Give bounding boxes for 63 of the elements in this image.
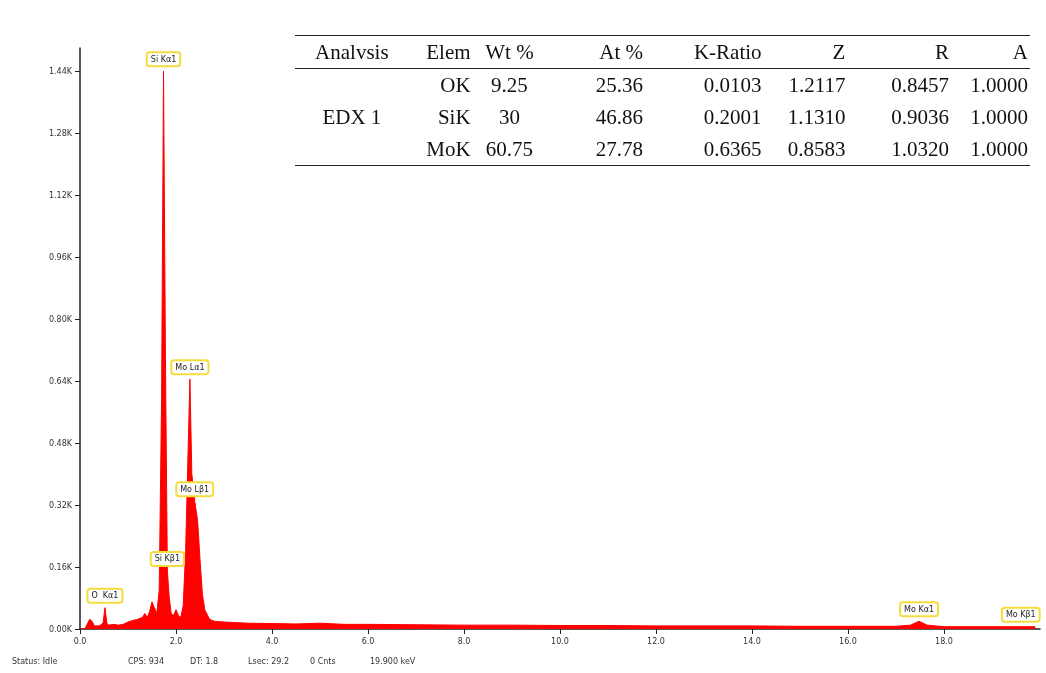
annotation: 9.25 — [490, 72, 529, 99]
text: Lsec: 29.2 — [248, 656, 289, 666]
text: 0 Cnts — [310, 656, 336, 666]
annotation: Z — [831, 39, 847, 66]
text: DT: 1.8 — [190, 656, 219, 666]
annotation: 1.0000 — [969, 104, 1029, 131]
annotation: 30 — [498, 104, 521, 131]
annotation: 27.78 — [594, 136, 644, 163]
annotation: Wt % — [484, 39, 535, 66]
annotation: 1.0000 — [969, 72, 1029, 99]
y-tick-label: 1.12K — [48, 190, 73, 200]
x-tick-label: 10.0 — [551, 636, 569, 646]
annotation: 60.75 — [484, 136, 535, 163]
annotation: Mo Lβ1 — [180, 484, 210, 494]
text: CPS: 934 — [128, 656, 164, 666]
annotation: Elem — [425, 39, 472, 66]
annotation: 0.9036 — [890, 104, 951, 131]
x-tick-label: 16.0 — [839, 636, 857, 646]
annotation: 1.2117 — [787, 72, 847, 99]
annotation: 1.0320 — [890, 136, 951, 163]
annotation: OK — [439, 72, 472, 99]
text: Status: Idle — [12, 656, 58, 666]
annotation: 0.8457 — [890, 72, 951, 99]
annotation: 25.36 — [594, 72, 644, 99]
annotation: SiK — [436, 104, 472, 131]
y-tick-label: 0.64K — [48, 376, 73, 386]
annotation: 0.2001 — [702, 104, 763, 131]
annotation: Si Kα1 — [150, 54, 177, 64]
annotation: 0.0103 — [702, 72, 763, 99]
y-tick-label: 0.16K — [48, 562, 73, 572]
y-tick-label: 0.48K — [48, 438, 73, 448]
annotation: Analvsis — [314, 39, 390, 66]
annotation: 0.6365 — [702, 136, 763, 163]
annotation: 46.86 — [594, 104, 644, 131]
annotation: MoK — [425, 136, 472, 163]
x-tick-label: 6.0 — [361, 636, 375, 646]
annotation: R — [934, 39, 951, 66]
annotation: K-Ratio — [692, 39, 763, 66]
annotation: Mo Lα1 — [175, 362, 205, 372]
x-tick-label: 0.0 — [73, 636, 87, 646]
text: 19.900 keV — [370, 656, 416, 666]
y-tick-label: 1.44K — [48, 66, 73, 76]
annotation: At % — [598, 39, 644, 66]
annotation: 1.0000 — [969, 136, 1029, 163]
annotation: Si Kβ1 — [154, 554, 181, 564]
x-tick-label: 12.0 — [647, 636, 665, 646]
annotation: 0.8583 — [786, 136, 847, 163]
x-tick-label: 14.0 — [743, 636, 761, 646]
x-tick-label: 18.0 — [935, 636, 953, 646]
x-tick-label: 4.0 — [265, 636, 279, 646]
annotation: A — [1011, 39, 1029, 66]
x-tick-label: 2.0 — [169, 636, 183, 646]
annotation: EDX 1 — [321, 104, 383, 131]
y-tick-label: 0.96K — [48, 252, 73, 262]
y-tick-label: 0.32K — [48, 500, 73, 510]
annotation: O Kα1 — [91, 591, 119, 601]
y-tick-label: 1.28K — [48, 128, 73, 138]
annotation: 1.1310 — [786, 104, 847, 131]
annotation: Mo Kα1 — [904, 604, 935, 614]
y-tick-label: 0.00K — [48, 624, 73, 634]
annotation: Mo Kβ1 — [1005, 610, 1036, 620]
y-tick-label: 0.80K — [48, 314, 73, 324]
x-tick-label: 8.0 — [457, 636, 471, 646]
